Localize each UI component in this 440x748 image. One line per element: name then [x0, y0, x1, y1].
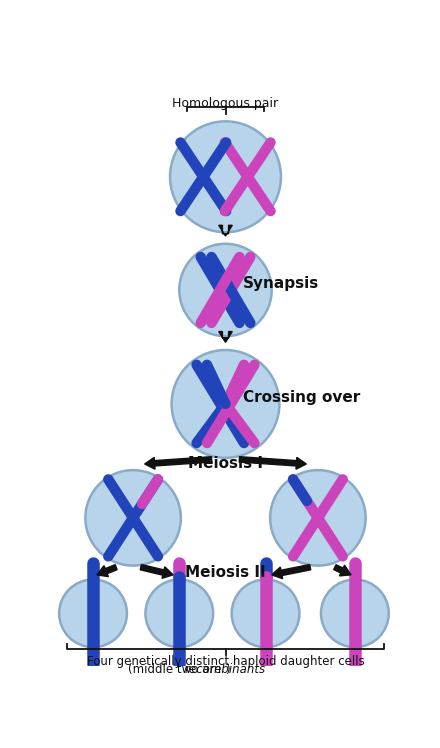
Text: Four genetically distinct haploid daughter cells: Four genetically distinct haploid daught… [87, 655, 364, 668]
Text: Synapsis: Synapsis [243, 276, 319, 291]
Circle shape [270, 470, 366, 565]
Text: Meiosis I: Meiosis I [188, 456, 263, 471]
Circle shape [232, 580, 299, 647]
Text: Meiosis II: Meiosis II [185, 565, 266, 580]
Circle shape [172, 350, 279, 458]
Text: (middle two are: (middle two are [128, 663, 226, 675]
Text: Crossing over: Crossing over [243, 390, 360, 405]
FancyArrow shape [97, 565, 117, 577]
Text: recombinants: recombinants [185, 663, 266, 675]
Circle shape [170, 121, 281, 232]
FancyArrow shape [219, 225, 232, 236]
Circle shape [146, 580, 213, 647]
Text: ): ) [226, 663, 230, 675]
FancyArrow shape [140, 565, 173, 578]
Circle shape [321, 580, 389, 647]
Text: Homologous pair: Homologous pair [172, 97, 279, 111]
FancyArrow shape [219, 331, 232, 343]
FancyArrow shape [334, 565, 351, 576]
Circle shape [59, 580, 127, 647]
Circle shape [179, 244, 272, 336]
FancyArrow shape [145, 457, 212, 469]
FancyArrow shape [239, 457, 306, 469]
FancyArrow shape [272, 565, 311, 579]
Circle shape [85, 470, 181, 565]
